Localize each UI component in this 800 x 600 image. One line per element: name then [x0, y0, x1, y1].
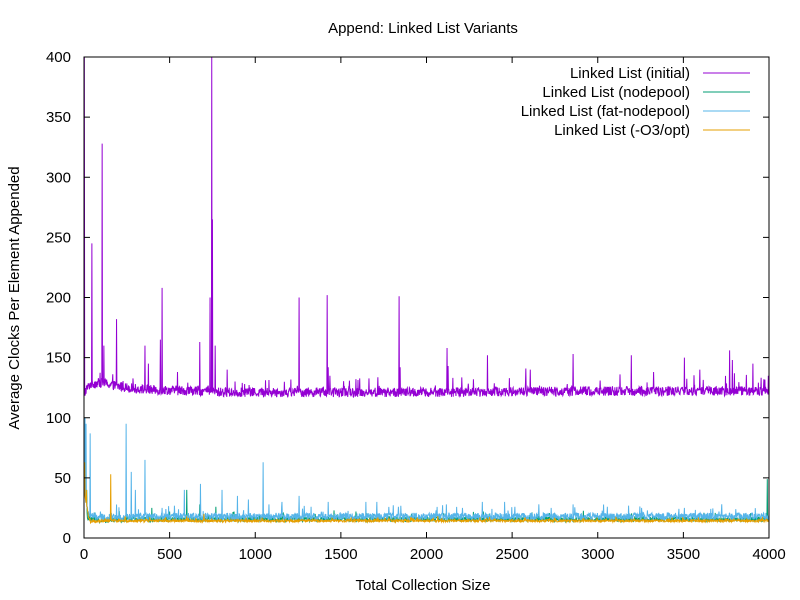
ticks-layer: 0 500 1000 1500 2000 2500 3000 3500 4000 0 50 100 15… — [46, 49, 786, 563]
legend-label: Linked List (initial) — [570, 65, 690, 82]
y-tick-label: 50 — [54, 470, 71, 487]
y-tick-label: 250 — [46, 229, 71, 246]
y-axis-title: Average Clocks Per Element Appended — [6, 166, 23, 429]
y-tick-label: 150 — [46, 350, 71, 367]
y-tick-label: 400 — [46, 49, 71, 66]
legend-label: Linked List (-O3/opt) — [554, 122, 690, 139]
x-tick-label: 1500 — [324, 546, 357, 563]
series-line-1 — [83, 56, 770, 399]
legend-label: Linked List (nodepool) — [542, 84, 690, 101]
x-axis-title: Total Collection Size — [355, 577, 490, 594]
y-tick-label: 100 — [46, 410, 71, 427]
x-tick-label: 2500 — [495, 546, 528, 563]
series-line-4 — [83, 462, 770, 525]
series-layer — [83, 56, 770, 525]
x-tick-label: 1000 — [239, 546, 272, 563]
x-tick-label: 3500 — [667, 546, 700, 563]
x-tick-label: 0 — [80, 546, 88, 563]
y-tick-label: 0 — [63, 530, 71, 547]
x-tick-label: 4000 — [752, 546, 785, 563]
y-tick-label: 300 — [46, 169, 71, 186]
legend-label: Linked List (fat-nodepool) — [521, 103, 690, 120]
x-tick-label: 3000 — [581, 546, 614, 563]
y-tick-label: 200 — [46, 290, 71, 307]
x-tick-label: 2000 — [410, 546, 443, 563]
legend: Linked List (initial) Linked List (nodepo… — [521, 65, 750, 139]
y-tick-label: 350 — [46, 109, 71, 126]
chart-title: Append: Linked List Variants — [328, 20, 518, 37]
series-line-3 — [83, 417, 770, 523]
x-tick-label: 500 — [157, 546, 182, 563]
